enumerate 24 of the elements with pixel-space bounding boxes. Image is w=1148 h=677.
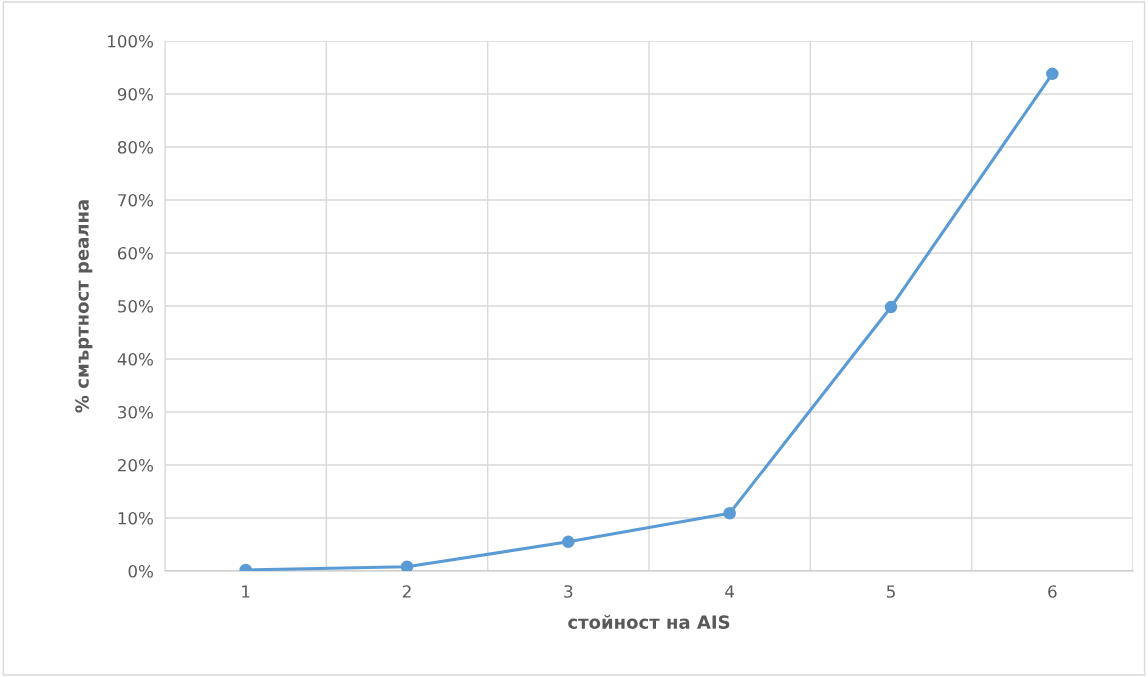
x-tick-label: 5: [886, 585, 895, 598]
point: [884, 300, 898, 314]
x-tick-label: 6: [1048, 585, 1057, 598]
x-tick-label: 3: [564, 585, 573, 598]
x-axis-title: стойност на AIS: [568, 614, 730, 629]
y-tick-label: 100%: [108, 34, 153, 48]
x-tick-label: 2: [402, 585, 411, 598]
y-tick-label: 50%: [118, 299, 153, 313]
point: [1046, 67, 1059, 81]
point: [400, 560, 414, 571]
y-tick-label: 0%: [128, 564, 153, 578]
point: [562, 535, 575, 549]
y-tick-label: 20%: [118, 458, 153, 472]
y-axis-title: % смъртност реална: [75, 200, 93, 413]
x-tick-label: 4: [725, 585, 735, 598]
y-tick-label: 40%: [117, 352, 153, 366]
y-tick-label: 70%: [118, 193, 153, 207]
y-tick-label: 90%: [117, 87, 153, 101]
point: [723, 506, 736, 520]
y-tick-label: 30%: [118, 405, 153, 419]
y-tick-label: 10%: [118, 511, 153, 525]
y-tick-label: 80%: [117, 140, 153, 154]
y-tick-label: 60%: [118, 246, 153, 260]
x-tick-label: 1: [242, 585, 250, 598]
